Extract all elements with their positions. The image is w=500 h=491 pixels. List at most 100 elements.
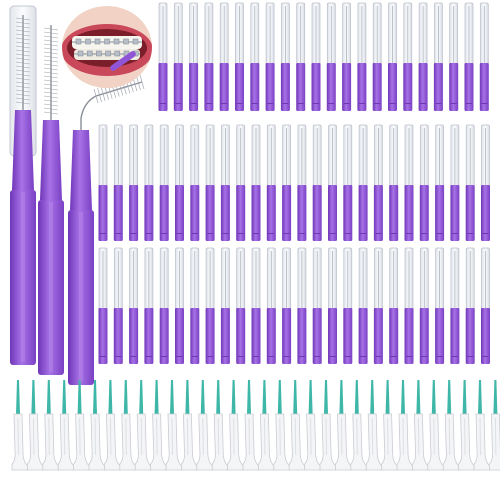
interdental-brush	[343, 247, 353, 364]
featured-interdental-brush	[38, 25, 64, 375]
interdental-brush	[389, 247, 399, 364]
interdental-brush	[450, 124, 460, 241]
interdental-brush	[266, 247, 276, 364]
floss-pick	[242, 380, 260, 471]
interdental-brush	[159, 124, 169, 241]
interdental-brush	[343, 124, 353, 241]
interdental-brush	[280, 2, 290, 111]
interdental-brush	[465, 124, 475, 241]
interdental-brush	[175, 247, 184, 364]
interdental-brush	[251, 124, 261, 241]
floss-pick	[196, 380, 214, 471]
interdental-brush	[159, 247, 169, 364]
interdental-brush	[266, 124, 276, 241]
floss-pick	[134, 380, 152, 471]
interdental-brush	[98, 124, 108, 241]
interdental-brush	[481, 247, 490, 364]
interdental-brush	[129, 124, 139, 241]
interdental-brush	[205, 124, 215, 241]
floss-pick	[350, 380, 368, 471]
interdental-brush	[328, 247, 337, 364]
interdental-brush	[388, 2, 397, 111]
interdental-brush	[113, 124, 123, 241]
interdental-brush	[236, 247, 246, 364]
floss-pick	[104, 380, 121, 471]
interdental-brush	[328, 124, 337, 241]
interdental-brush	[372, 2, 382, 111]
interdental-brush	[449, 2, 459, 111]
floss-pick	[42, 380, 60, 471]
interdental-brush	[312, 124, 322, 241]
interdental-brush	[251, 247, 261, 364]
interdental-brush	[220, 247, 230, 364]
interdental-brush	[98, 247, 108, 364]
brush-rows	[98, 2, 490, 364]
interdental-brush	[481, 124, 490, 241]
interdental-brush	[158, 2, 168, 111]
floss-pick-row	[11, 380, 500, 471]
floss-pick	[473, 380, 491, 471]
interdental-brush	[204, 2, 214, 111]
interdental-brush	[358, 124, 368, 241]
interdental-brush	[464, 2, 474, 111]
interdental-brush	[297, 124, 307, 241]
floss-pick	[458, 380, 475, 471]
interdental-brush	[419, 247, 429, 364]
interdental-brush	[389, 124, 399, 241]
interdental-brush	[433, 2, 443, 111]
interdental-brush	[236, 124, 246, 241]
floss-pick	[181, 380, 198, 471]
interdental-brush	[404, 124, 414, 241]
floss-pick	[88, 380, 106, 471]
floss-pick	[273, 380, 291, 471]
mouth-braces-photo	[62, 6, 152, 88]
floss-pick	[442, 380, 460, 471]
interdental-brush	[220, 124, 230, 241]
interdental-brush	[403, 2, 413, 111]
interdental-brush	[190, 124, 200, 241]
interdental-brush	[435, 247, 445, 364]
floss-pick	[412, 380, 429, 471]
floss-pick	[489, 380, 500, 471]
interdental-brush	[113, 247, 123, 364]
featured-interdental-brush	[68, 130, 94, 385]
interdental-brush	[326, 2, 336, 111]
floss-pick	[57, 380, 75, 471]
floss-pick	[319, 380, 337, 471]
featured-brushes	[9, 5, 145, 385]
interdental-brush	[282, 124, 292, 241]
floss-pick	[165, 380, 183, 471]
floss-pick	[396, 380, 414, 471]
floss-pick	[258, 380, 275, 471]
interdental-brush	[173, 2, 183, 111]
floss-pick	[427, 380, 445, 471]
interdental-brush	[219, 2, 229, 111]
interdental-brush	[297, 247, 307, 364]
floss-pick	[11, 380, 29, 471]
interdental-brush	[479, 2, 489, 111]
interdental-brush	[418, 2, 428, 111]
interdental-brush	[129, 247, 139, 364]
interdental-brush	[235, 2, 244, 111]
floss-pick	[150, 380, 167, 471]
floss-pick	[227, 380, 244, 471]
interdental-brush	[357, 2, 367, 111]
interdental-brush	[373, 124, 383, 241]
interdental-brush	[296, 2, 306, 111]
floss-pick	[288, 380, 306, 471]
floss-pick	[365, 380, 383, 471]
interdental-brush	[404, 247, 414, 364]
interdental-brush	[205, 247, 215, 364]
interdental-brush	[175, 124, 184, 241]
floss-pick	[27, 380, 44, 471]
interdental-brush	[190, 247, 200, 364]
interdental-brush	[250, 2, 260, 111]
interdental-brush	[312, 247, 322, 364]
interdental-brush	[450, 247, 460, 364]
interdental-brush	[358, 247, 368, 364]
interdental-brush	[419, 124, 429, 241]
interdental-brush	[144, 247, 154, 364]
floss-pick	[381, 380, 398, 471]
floss-pick	[119, 380, 137, 471]
